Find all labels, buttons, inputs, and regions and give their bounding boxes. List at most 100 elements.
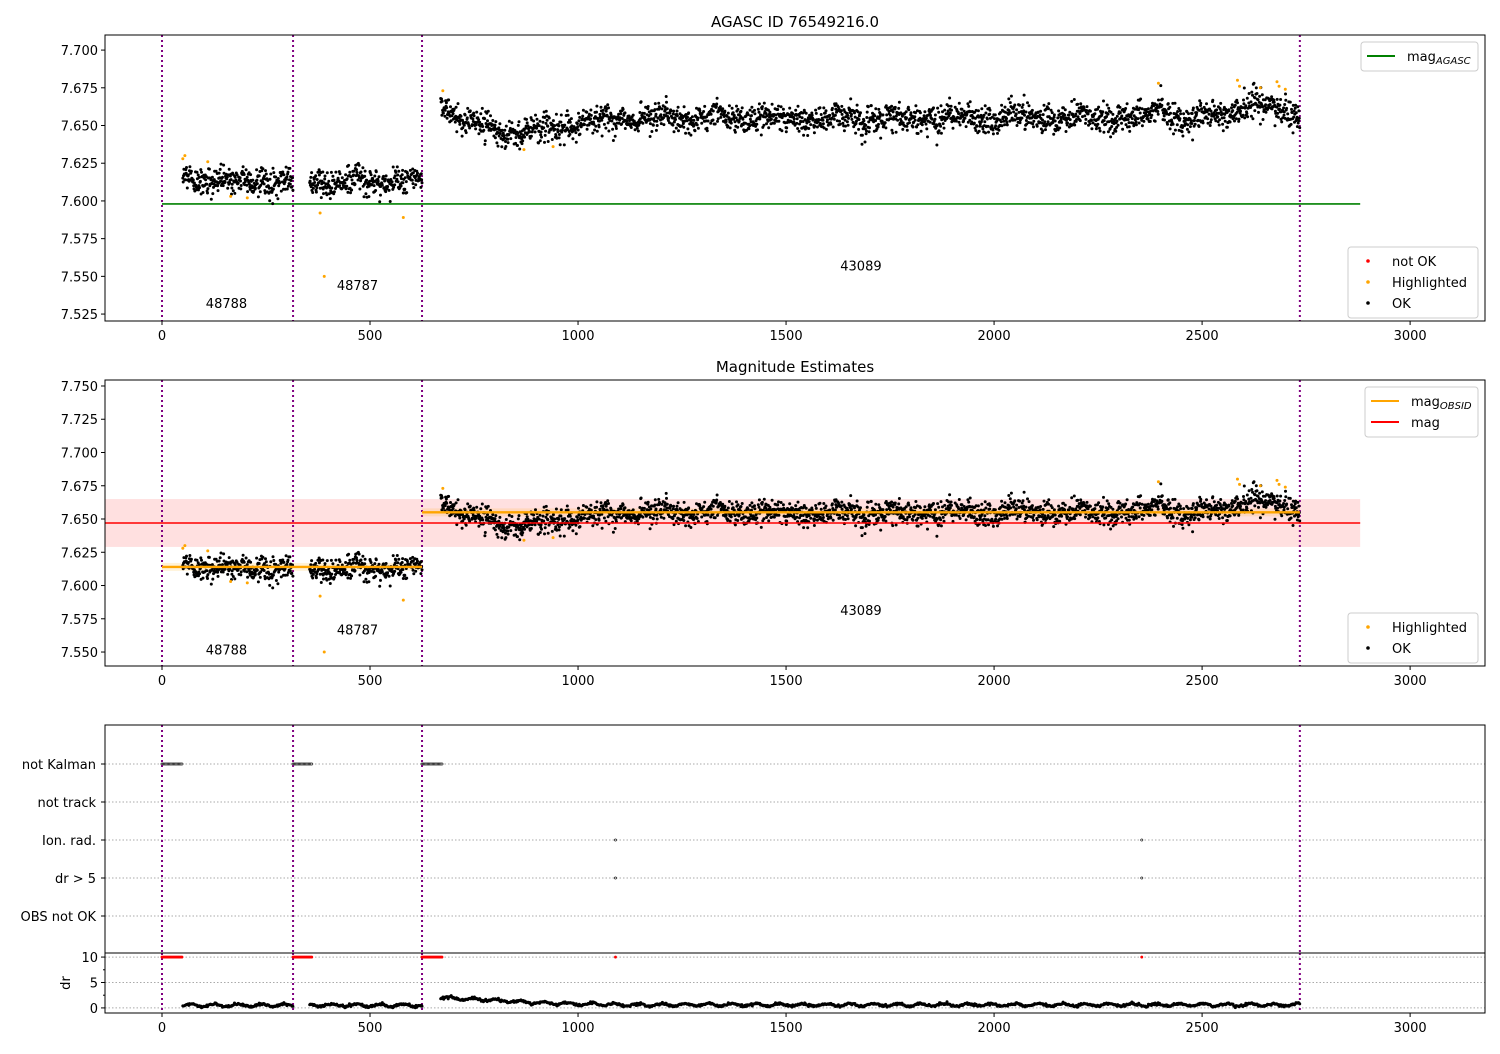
ok-point [206,192,209,195]
ok-point [198,176,201,179]
ok-point [857,128,860,131]
ok-point [710,508,713,511]
ok-point [243,173,246,176]
ok-point [397,170,400,173]
ok-point [205,183,208,186]
ok-point [729,126,732,129]
ok-point [272,559,275,562]
ok-point [672,110,675,113]
ok-point [589,109,592,112]
ok-point [265,560,268,563]
ok-point [421,181,424,184]
ok-point [560,508,563,511]
ok-point [748,124,751,127]
ok-point [553,518,556,521]
ok-point [730,122,733,125]
ok-point [1009,111,1012,114]
ok-point [600,501,603,504]
ok-point [877,503,880,506]
ok-point [330,573,333,576]
ok-point [1218,118,1221,121]
ok-point [737,503,740,506]
ok-point [503,129,506,132]
ok-point [509,529,512,532]
ok-point [992,132,995,135]
ok-point [411,179,414,182]
ok-point [793,117,796,120]
ok-point [683,501,686,504]
ok-point [1279,98,1282,101]
ok-point [1207,122,1210,125]
ok-point [375,170,378,173]
ok-point [539,120,542,123]
ok-point [917,525,920,528]
ok-point [716,494,719,497]
ok-point [442,507,445,510]
ok-point [940,104,943,107]
ok-point [856,104,859,107]
ok-point [544,134,547,137]
ok-point [1022,103,1025,106]
ok-point [1238,118,1241,121]
ok-point [706,129,709,132]
ok-point [794,504,797,507]
ok-point [702,505,705,508]
ok-point [405,191,408,194]
ok-point [334,559,337,562]
y-tick-label: 7.675 [61,82,98,97]
ok-point [558,133,561,136]
ok-point [661,503,664,506]
ok-point [1009,101,1012,104]
ok-point [638,111,641,114]
ok-point [907,108,910,111]
ok-point [898,497,901,500]
ok-point [475,123,478,126]
ok-point [978,130,981,133]
ok-point [515,528,518,531]
obsid-label: 43089 [840,259,881,274]
ok-point [579,133,582,136]
ok-point [649,135,652,138]
ok-point [598,519,601,522]
ok-point [1191,139,1194,142]
ok-point [697,127,700,130]
ok-point [360,171,363,174]
ok-point [901,128,904,131]
ok-point [844,518,847,521]
ok-point [414,183,417,186]
ok-point [288,555,291,558]
ok-point [245,557,248,560]
ok-point [504,536,507,539]
ok-point [530,135,533,138]
ok-point [577,112,580,115]
ok-point [1074,113,1077,116]
ok-point [1141,124,1144,127]
ok-point [516,144,519,147]
ok-point [676,114,679,117]
ok-point [455,130,458,133]
ok-point [455,501,458,504]
ok-point [822,516,825,519]
ok-point [670,109,673,112]
ok-point [795,122,798,125]
ok-point [1235,117,1238,120]
ok-point [271,202,274,205]
ok-point [748,518,751,521]
ok-point [546,119,549,122]
ok-point [504,140,507,143]
ok-point [1005,121,1008,124]
ok-point [762,124,765,127]
ok-point [682,126,685,129]
ok-point [861,534,864,537]
ok-point [847,124,850,127]
ok-point [1073,98,1076,101]
ok-point [897,502,900,505]
ok-point [1013,104,1016,107]
ok-point [540,528,543,531]
legend-dot-swatch [1366,280,1370,284]
ok-point [833,118,836,121]
ok-point [874,107,877,110]
ok-point [866,506,869,509]
ok-point [1276,112,1279,115]
ok-point [738,120,741,123]
